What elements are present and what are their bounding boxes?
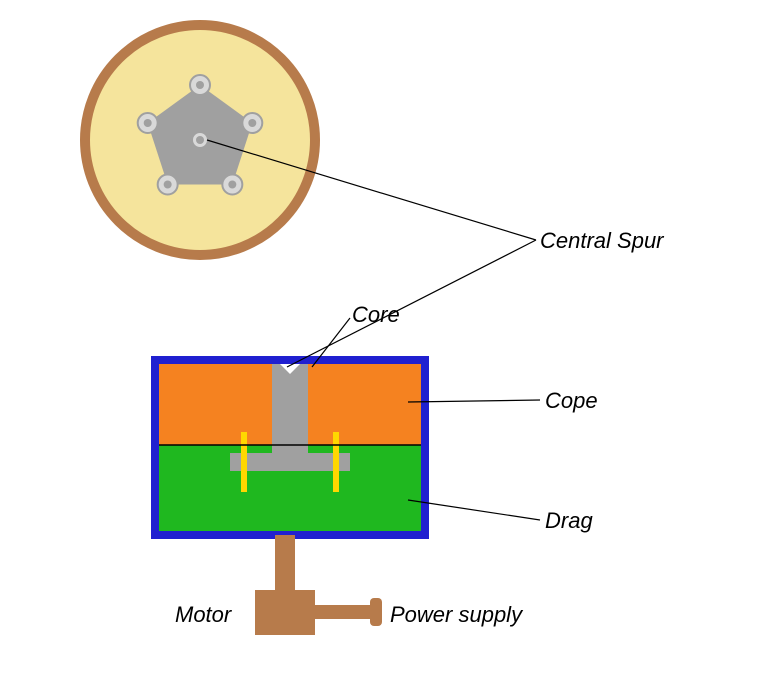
center-bolt-inner bbox=[196, 136, 204, 144]
power-bar bbox=[315, 605, 370, 619]
label-drag: Drag bbox=[545, 508, 593, 534]
power-cap bbox=[370, 598, 382, 626]
rod-right bbox=[333, 432, 339, 492]
bolt-inner bbox=[228, 180, 236, 188]
leader-central_spur_2 bbox=[287, 240, 536, 367]
bolt-inner bbox=[144, 119, 152, 127]
casting-diagram bbox=[0, 0, 763, 685]
bolt-inner bbox=[248, 119, 256, 127]
label-core: Core bbox=[352, 302, 400, 328]
motor-shaft bbox=[275, 535, 295, 590]
bolt-inner bbox=[196, 81, 204, 89]
label-motor: Motor bbox=[175, 602, 231, 628]
motor-body bbox=[255, 590, 315, 635]
label-cope: Cope bbox=[545, 388, 598, 414]
label-power-supply: Power supply bbox=[390, 602, 522, 628]
label-central-spur: Central Spur bbox=[540, 228, 664, 254]
rod-left bbox=[241, 432, 247, 492]
bolt-inner bbox=[164, 180, 172, 188]
